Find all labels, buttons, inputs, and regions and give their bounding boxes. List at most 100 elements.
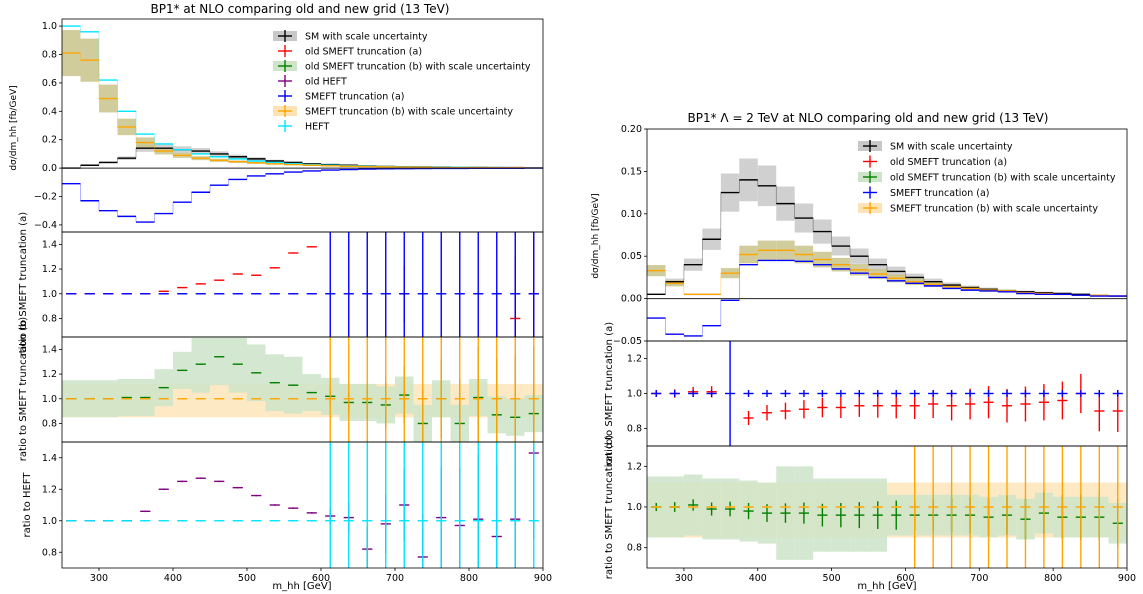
right-figure: BP1* Λ = 2 TeV at NLO comparing old and …	[591, 111, 1136, 592]
left-legend: SM with scale uncertainty old SMEFT trunc…	[273, 30, 531, 133]
l-legend-label-6: HEFT	[305, 122, 329, 133]
l-p3-ytick-label-0: 0.8	[42, 547, 57, 558]
left-panel-ratio-b: 0.8 1.0 1.2 1.4 ratio to SMEFT truncation (…	[18, 317, 544, 461]
l-p3-ytick-label-1: 1.0	[42, 516, 57, 527]
r-xtick-label-0: 300	[675, 573, 693, 584]
right-main-y-ticks: −0.05 0.00 0.05 0.10 0.15 0.20	[613, 124, 647, 347]
r-p0-ytick-label-2: 0.05	[621, 251, 642, 262]
left-ratio-a-marks	[66, 232, 539, 337]
r-xtick-label-2: 500	[823, 573, 841, 584]
right-ratio-a-frame	[646, 340, 1128, 447]
right-panel-ratio-a: 0.8 1.0 1.2 ratio to SMEFT truncation (a)	[604, 322, 1128, 466]
left-chart-title: BP1* at NLO comparing old and new grid (…	[151, 2, 450, 16]
r-legend-label-0: SM with scale uncertainty	[890, 142, 1013, 153]
left-main-ylabel-text: dσ/dm_hh [fb/GeV]	[9, 85, 19, 170]
r-p2-ytick-label-0: 0.8	[627, 543, 642, 554]
right-ratio-a-marks	[651, 341, 1123, 446]
l-xtick-label-5: 800	[460, 573, 478, 584]
l-xtick-label-4: 700	[386, 573, 404, 584]
left-ratio-heft-marks	[66, 442, 539, 568]
l-p3-ytick-label-3: 1.4	[42, 453, 57, 464]
l-p2-ytick-label-3: 1.4	[42, 344, 57, 355]
left-panel-ratio-heft: 0.8 1.0 1.2 1.4 ratio to HEFT	[22, 441, 544, 569]
right-panel-main: −0.05 0.00 0.05 0.10 0.15 0.20 dσ/dm_hh [fb/G…	[591, 124, 1128, 347]
l-legend-label-0: SM with scale uncertainty	[305, 32, 428, 43]
r-p1-ytick-label-2: 1.2	[627, 354, 642, 365]
l-xtick-label-6: 900	[534, 573, 552, 584]
l-p2-ytick-label-0: 0.8	[42, 418, 57, 429]
l-p0-ytick-label-2: 0.0	[42, 163, 57, 174]
r-p1-ytick-label-0: 0.8	[627, 424, 642, 435]
right-ratio-b-y-ticks: 0.8 1.0 1.2	[627, 461, 647, 554]
l-p0-ytick-label-4: 0.4	[42, 106, 57, 117]
l-p0-ytick-label-0: −0.4	[34, 220, 57, 231]
left-xlabel: m_hh [GeV]	[272, 581, 331, 592]
r-legend-label-4: SMEFT truncation (b) with scale uncertai…	[890, 204, 1098, 215]
l-p0-ytick-label-6: 0.8	[42, 50, 57, 61]
r-p2-ytick-label-2: 1.2	[627, 461, 642, 472]
l-p2-ytick-label-2: 1.2	[42, 369, 57, 380]
l-legend-label-3: old HEFT	[305, 77, 347, 88]
l-orange-band-8	[210, 383, 229, 418]
l-p0-ytick-label-7: 1.0	[42, 21, 57, 32]
left-main-bands	[62, 30, 543, 169]
l-green-band-8	[210, 337, 229, 386]
l-p0-ytick-label-5: 0.6	[42, 78, 57, 89]
l-p0-ytick-label-1: −0.2	[34, 192, 57, 203]
l-legend-label-2: old SMEFT truncation (b) with scale unce…	[305, 62, 531, 73]
left-ratio-b-bands	[62, 337, 543, 442]
right-ratio-b-ylabel: ratio to SMEFT truncation (b)	[604, 435, 615, 580]
left-ratio-a-ylabel: ratio to SMEFT truncation (a)	[18, 212, 29, 356]
left-main-marks	[62, 25, 543, 223]
right-chart-title: BP1* Λ = 2 TeV at NLO comparing old and …	[688, 111, 1049, 125]
left-ratio-heft-frame	[61, 441, 544, 569]
right-panel-ratio-b: 0.8 1.0 1.2 ratio to SMEFT truncation (b)	[604, 435, 1128, 580]
right-main-ylabel: dσ/dm_hh [fb/GeV]	[591, 193, 601, 278]
svg-text:dσ/dm_hh [fb/GeV]: dσ/dm_hh [fb/GeV]	[9, 85, 19, 170]
right-ratio-a-y-ticks: 0.8 1.0 1.2	[627, 354, 647, 435]
l-xtick-label-1: 400	[164, 573, 182, 584]
l-p1-ytick-label-1: 1.0	[42, 289, 57, 300]
right-ratio-b-marks	[651, 446, 1123, 568]
r-legend-label-2: old SMEFT truncation (b) with scale unce…	[890, 173, 1116, 184]
l-xtick-label-3: 600	[312, 573, 330, 584]
r-xtick-label-3: 600	[896, 573, 914, 584]
r-p0-ytick-label-0: −0.05	[613, 336, 642, 347]
l-p1-ytick-label-0: 0.8	[42, 313, 57, 324]
left-ratio-heft-ylabel: ratio to HEFT	[22, 472, 33, 538]
r-xtick-label-4: 700	[970, 573, 988, 584]
left-panel-ratio-a: 0.8 1.0 1.2 1.4 ratio to SMEFT truncation (…	[18, 212, 544, 356]
left-ratio-b-marks	[66, 337, 539, 442]
l-p3-ytick-label-2: 1.2	[42, 484, 57, 495]
l-legend-label-1: old SMEFT truncation (a)	[305, 47, 422, 58]
left-main-ylabel: dσ/dm_hh [fb/GeV]	[9, 85, 19, 170]
r-p0-ytick-label-5: 0.20	[621, 124, 642, 135]
left-panel-main: −0.4 −0.2 0.0 0.2 0.4 0.6 0.8 1.0 dσ/dm_hh [fb/…	[9, 18, 544, 233]
left-x-ticks: 300 400 500 600 700 800 900	[90, 568, 552, 584]
l-p1-ytick-label-2: 1.2	[42, 264, 57, 275]
left-ratio-a-frame	[61, 231, 544, 338]
r-xtick-label-1: 400	[749, 573, 767, 584]
r-legend-label-1: old SMEFT truncation (a)	[890, 157, 1007, 168]
r-p0-ytick-label-1: 0.00	[621, 294, 642, 305]
l-p0-ytick-label-3: 0.2	[42, 135, 57, 146]
right-x-ticks: 300 400 500 600 700 800 900	[675, 568, 1136, 584]
r-p0-ytick-label-4: 0.15	[621, 166, 642, 177]
l-legend-label-5: SMEFT truncation (b) with scale uncertai…	[305, 107, 513, 118]
r-xtick-label-6: 900	[1118, 573, 1136, 584]
l-p1-ytick-label-3: 1.4	[42, 239, 57, 250]
left-ratio-b-y-ticks: 0.8 1.0 1.2 1.4	[42, 344, 62, 429]
left-ratio-a-y-ticks: 0.8 1.0 1.2 1.4	[42, 239, 62, 324]
left-main-y-ticks: −0.4 −0.2 0.0 0.2 0.4 0.6 0.8 1.0	[34, 21, 62, 231]
left-figure: BP1* at NLO comparing old and new grid (…	[9, 2, 552, 592]
r-p0-ytick-label-3: 0.10	[621, 209, 642, 220]
right-main-marks	[647, 179, 1127, 337]
right-ratio-b-bands	[647, 466, 1127, 560]
right-ratio-a-ylabel: ratio to SMEFT truncation (a)	[604, 322, 615, 466]
r-p1-ytick-label-1: 1.0	[627, 389, 642, 400]
r-p2-ytick-label-1: 1.0	[627, 502, 642, 513]
left-ratio-heft-y-ticks: 0.8 1.0 1.2 1.4	[42, 453, 62, 558]
l-xtick-label-0: 300	[90, 573, 108, 584]
r-xtick-label-5: 800	[1044, 573, 1062, 584]
